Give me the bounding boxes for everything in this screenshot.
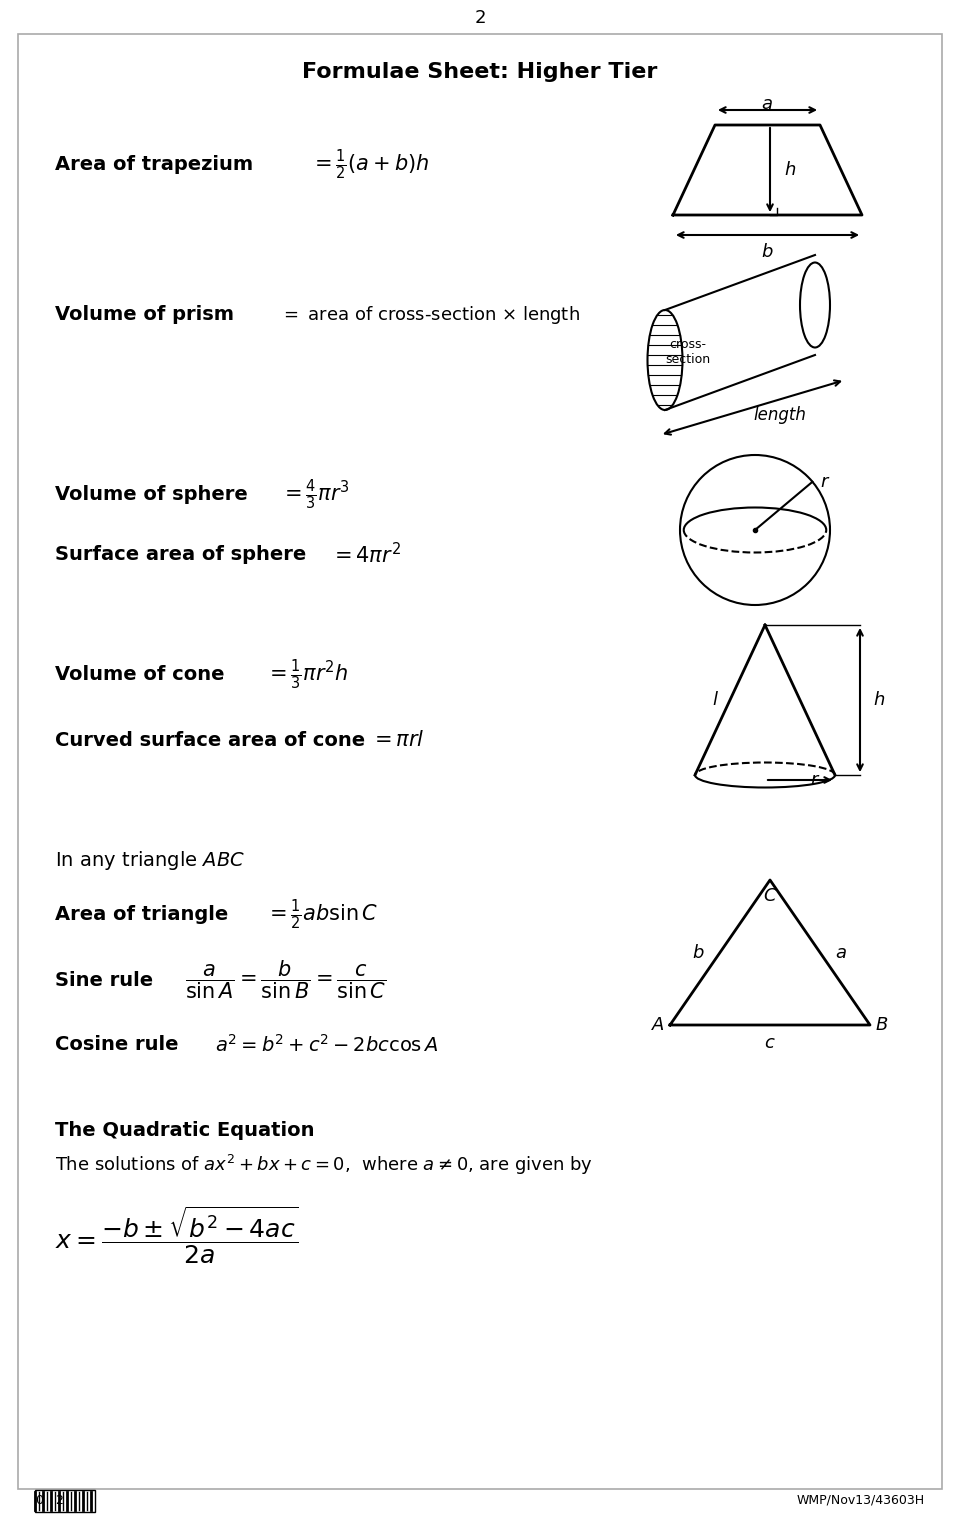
Text: $r$: $r$ (810, 772, 821, 788)
Text: $a^2 = b^2 + c^2 - 2bc\cos A$: $a^2 = b^2 + c^2 - 2bc\cos A$ (215, 1034, 439, 1056)
Text: $= \frac{4}{3}\pi r^3$: $= \frac{4}{3}\pi r^3$ (280, 478, 349, 512)
Text: $h$: $h$ (784, 161, 796, 179)
Text: In any triangle $ABC$: In any triangle $ABC$ (55, 849, 245, 872)
Text: $B$: $B$ (876, 1016, 889, 1034)
Text: 2: 2 (474, 9, 486, 27)
Text: Volume of cone: Volume of cone (55, 665, 225, 685)
Text: $b$: $b$ (760, 243, 774, 261)
Text: 0   2: 0 2 (36, 1493, 64, 1507)
Text: $= \frac{1}{3}\pi r^2 h$: $= \frac{1}{3}\pi r^2 h$ (265, 658, 348, 693)
Text: $b$: $b$ (692, 943, 705, 962)
Text: cross-
section: cross- section (665, 339, 710, 366)
Text: $r$: $r$ (821, 472, 830, 491)
Text: $h$: $h$ (873, 691, 885, 709)
Bar (35, 1490, 95, 1511)
Text: Sine rule: Sine rule (55, 971, 154, 989)
Text: Cosine rule: Cosine rule (55, 1036, 179, 1054)
Text: $x = \dfrac{-b \pm \sqrt{b^2 - 4ac}}{2a}$: $x = \dfrac{-b \pm \sqrt{b^2 - 4ac}}{2a}… (55, 1205, 299, 1265)
Text: $=$ area of cross-section $\times$ length: $=$ area of cross-section $\times$ lengt… (280, 304, 580, 327)
Text: The solutions of $ax^2 + bx + c = 0$,  where $a \neq 0$, are given by: The solutions of $ax^2 + bx + c = 0$, wh… (55, 1153, 593, 1177)
Text: $a$: $a$ (761, 96, 773, 112)
Text: WMP/Nov13/43603H: WMP/Nov13/43603H (797, 1493, 925, 1507)
Text: length: length (754, 406, 806, 424)
Text: The Quadratic Equation: The Quadratic Equation (55, 1121, 315, 1139)
Text: $= \frac{1}{2}ab\sin C$: $= \frac{1}{2}ab\sin C$ (265, 898, 378, 933)
Text: $c$: $c$ (764, 1034, 776, 1053)
Text: $C$: $C$ (763, 887, 778, 905)
Text: $A$: $A$ (651, 1016, 665, 1034)
Text: $= \pi r l$: $= \pi r l$ (370, 731, 424, 750)
Text: Area of trapezium: Area of trapezium (55, 155, 253, 175)
Text: $\dfrac{a}{\sin A} = \dfrac{b}{\sin B} = \dfrac{c}{\sin C}$: $\dfrac{a}{\sin A} = \dfrac{b}{\sin B} =… (185, 958, 387, 1001)
Text: Formulae Sheet: Higher Tier: Formulae Sheet: Higher Tier (302, 62, 658, 82)
Text: Volume of sphere: Volume of sphere (55, 486, 248, 504)
Text: Surface area of sphere: Surface area of sphere (55, 545, 306, 565)
Text: $= 4\pi r^2$: $= 4\pi r^2$ (330, 542, 401, 568)
Text: Curved surface area of cone: Curved surface area of cone (55, 731, 365, 749)
Text: $= \frac{1}{2}(a+b)h$: $= \frac{1}{2}(a+b)h$ (310, 147, 429, 182)
Text: Volume of prism: Volume of prism (55, 305, 234, 325)
Text: $a$: $a$ (835, 943, 847, 962)
Text: $l$: $l$ (711, 691, 718, 709)
Text: Area of triangle: Area of triangle (55, 905, 228, 925)
